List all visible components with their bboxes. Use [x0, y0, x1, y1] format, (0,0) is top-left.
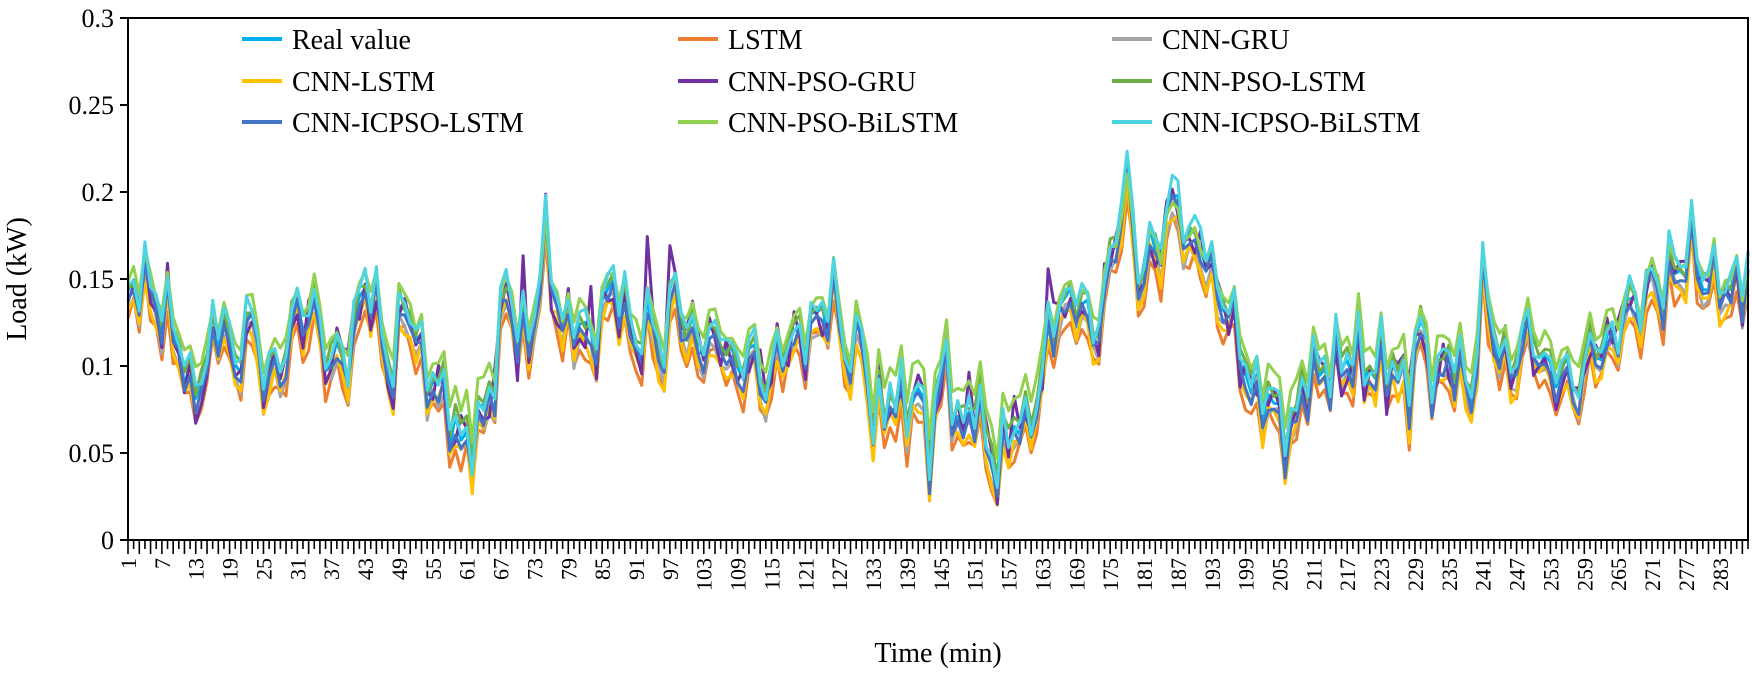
x-tick-label: 1: [116, 558, 141, 569]
x-tick-label: 223: [1369, 558, 1394, 591]
x-tick-label: 265: [1606, 558, 1631, 591]
y-axis-title: Load (kW): [2, 217, 33, 341]
legend-label: CNN-PSO-LSTM: [1162, 67, 1366, 98]
y-tick-label: 0: [101, 526, 114, 555]
series-line: [127, 149, 1750, 490]
legend-label: Real value: [292, 25, 411, 56]
x-tick-label: 79: [556, 558, 581, 580]
x-tick-label: 121: [793, 558, 818, 591]
x-tick-label: 37: [319, 558, 344, 580]
x-tick-label: 139: [895, 558, 920, 591]
x-axis-title: Time (min): [874, 638, 1001, 669]
x-tick-label: 91: [624, 558, 649, 580]
x-tick-label: 193: [1200, 558, 1225, 591]
legend-label: CNN-ICPSO-BiLSTM: [1162, 108, 1420, 139]
legend-label: CNN-ICPSO-LSTM: [292, 108, 524, 139]
x-tick-label: 115: [759, 558, 784, 590]
legend-label: CNN-PSO-GRU: [728, 67, 916, 98]
x-tick-label: 73: [522, 558, 547, 580]
x-tick-label: 55: [421, 558, 446, 580]
x-tick-label: 49: [387, 558, 412, 580]
x-tick-label: 25: [251, 558, 276, 580]
y-tick-label: 0.05: [69, 439, 115, 468]
x-tick-label: 145: [929, 558, 954, 591]
y-tick-label: 0.15: [69, 265, 115, 294]
x-tick-label: 43: [353, 558, 378, 580]
x-tick-label: 259: [1572, 558, 1597, 591]
x-tick-label: 151: [963, 558, 988, 591]
x-tick-label: 163: [1030, 558, 1055, 591]
legend-label: CNN-PSO-BiLSTM: [728, 108, 958, 139]
y-tick-label: 0.2: [82, 178, 115, 207]
x-tick-label: 241: [1471, 558, 1496, 591]
x-tick-label: 253: [1538, 558, 1563, 591]
x-tick-label: 103: [692, 558, 717, 591]
legend-label: LSTM: [728, 25, 803, 56]
x-tick-label: 247: [1505, 558, 1530, 591]
x-tick-label: 175: [1098, 558, 1123, 591]
x-tick-label: 205: [1267, 558, 1292, 591]
x-tick-label: 211: [1301, 558, 1326, 590]
x-tick-label: 283: [1708, 558, 1733, 591]
y-tick-label: 0.1: [82, 352, 115, 381]
x-tick-label: 61: [455, 558, 480, 580]
x-tick-label: 169: [1064, 558, 1089, 591]
x-tick-label: 271: [1640, 558, 1665, 591]
x-tick-label: 85: [590, 558, 615, 580]
x-tick-label: 187: [1166, 558, 1191, 591]
x-tick-label: 229: [1403, 558, 1428, 591]
x-tick-label: 127: [827, 558, 852, 591]
x-tick-label: 7: [150, 558, 175, 569]
x-tick-label: 109: [726, 558, 751, 591]
x-tick-label: 67: [489, 558, 514, 580]
x-tick-label: 217: [1335, 558, 1360, 591]
legend-label: CNN-LSTM: [292, 67, 435, 98]
x-tick-label: 235: [1437, 558, 1462, 591]
x-tick-label: 133: [861, 558, 886, 591]
y-tick-label: 0.25: [69, 91, 115, 120]
x-tick-label: 19: [218, 558, 243, 580]
x-tick-label: 13: [184, 558, 209, 580]
x-tick-label: 277: [1674, 558, 1699, 591]
y-tick-label: 0.3: [82, 4, 115, 33]
x-tick-label: 31: [285, 558, 310, 580]
x-tick-label: 199: [1234, 558, 1259, 591]
x-tick-label: 97: [658, 558, 683, 580]
legend-label: CNN-GRU: [1162, 25, 1290, 56]
x-tick-label: 157: [997, 558, 1022, 591]
x-tick-label: 181: [1132, 558, 1157, 591]
